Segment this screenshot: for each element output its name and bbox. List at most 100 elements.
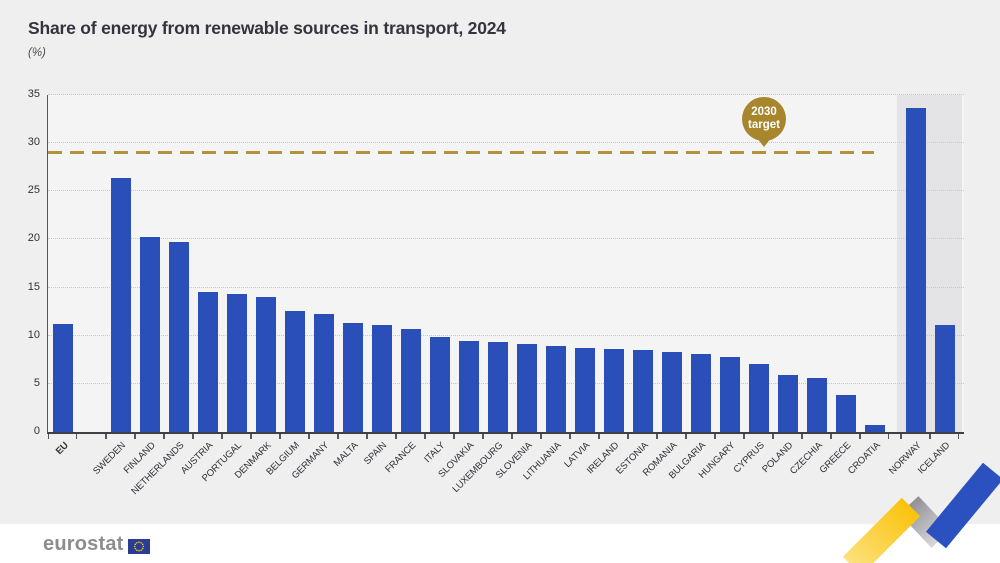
axis-tick — [900, 434, 901, 439]
axis-tick — [743, 434, 744, 439]
axis-tick — [48, 434, 49, 439]
axis-tick — [309, 434, 310, 439]
axis-tick — [859, 434, 860, 439]
axis-tick — [860, 434, 861, 439]
axis-tick — [686, 434, 687, 439]
axis-tick — [569, 434, 570, 439]
bar-hungary — [719, 356, 740, 432]
bar-slovakia — [458, 340, 479, 432]
axis-tick — [929, 434, 930, 439]
axis-tick — [250, 434, 251, 439]
target-badge: 2030 target — [742, 97, 786, 141]
bar-slot-ireland: IRELAND — [585, 95, 628, 476]
y-tick-label-30: 30 — [27, 136, 40, 149]
page-title: Share of energy from renewable sources i… — [28, 18, 506, 38]
eurostat-logo-text: eurostat — [43, 533, 124, 555]
footer-band — [0, 524, 1000, 563]
eu-flag-stars — [133, 541, 144, 552]
bar-lithuania — [545, 346, 566, 432]
axis-tick — [511, 434, 512, 439]
axis-tick — [599, 434, 600, 439]
zigzag-blue-segment — [925, 462, 1000, 549]
bar-eu — [52, 324, 73, 432]
unit-label: (%) — [28, 47, 46, 59]
target-badge-pointer-icon — [757, 138, 771, 147]
bars-row: EU SWEDEN FINLAND NETHERLANDS AUSTRIA PORTUGA… — [48, 95, 959, 497]
bar-croatia — [864, 425, 885, 432]
bar-denmark — [255, 297, 276, 432]
bar-slot-spain: SPAIN — [362, 95, 396, 467]
x-tick-label-france: FRANCE — [383, 440, 419, 475]
axis-tick — [773, 434, 774, 439]
bar-belgium — [284, 310, 305, 432]
bar-slot-iceland: ICELAND — [916, 95, 959, 476]
axis-tick — [627, 434, 628, 439]
y-tick-label-0: 0 — [33, 425, 40, 437]
axis-tick — [598, 434, 599, 439]
x-tick-label-sweden: SWEDEN — [91, 440, 129, 477]
axis-tick — [541, 434, 542, 439]
axis-tick — [482, 434, 483, 439]
axis-tick — [801, 434, 802, 439]
axis-tick — [76, 434, 77, 439]
bar-malta — [342, 323, 363, 432]
bar-slot-czechia: CZECHIA — [788, 95, 831, 477]
axis-tick — [105, 434, 106, 439]
y-tick-label-10: 10 — [27, 328, 40, 341]
axis-tick — [134, 434, 135, 439]
bar-norway — [905, 108, 926, 432]
bar-slot-eu: EU — [48, 95, 77, 457]
bar-poland — [777, 375, 798, 432]
axis-tick — [308, 434, 309, 439]
bar-slot-greece: GREECE — [818, 95, 860, 476]
bar-slot-portugal: PORTUGAL — [200, 95, 251, 484]
axis-tick — [714, 434, 715, 439]
axis-tick — [656, 434, 657, 439]
axis-tick — [657, 434, 658, 439]
axis-tick — [164, 434, 165, 439]
bar-finland — [139, 236, 160, 432]
gridline-20 — [48, 238, 964, 240]
axis-tick — [512, 434, 513, 439]
gridline-10 — [48, 334, 964, 336]
axis-tick — [958, 434, 959, 439]
bar-slot-bulgaria: BULGARIA — [667, 95, 715, 481]
target-badge-year: 2030 — [751, 106, 777, 118]
bar-iceland — [934, 325, 955, 432]
axis-tick — [192, 434, 193, 439]
axis-tick — [163, 434, 164, 439]
bar-slot-france: FRANCE — [383, 95, 425, 475]
axis-tick — [570, 434, 571, 439]
axis-tick — [424, 434, 425, 439]
bar-romania — [661, 352, 682, 432]
gridline-15 — [48, 286, 964, 288]
axis-tick — [366, 434, 367, 439]
eurostat-logo: eurostat — [43, 534, 150, 554]
axis-tick — [338, 434, 339, 439]
axis-tick — [221, 434, 222, 439]
bar-slot-hungary: HUNGARY — [697, 95, 744, 481]
gridline-25 — [48, 190, 964, 192]
bar-slot-cyprus: CYPRUS — [731, 95, 773, 475]
axis-tick — [901, 434, 902, 439]
bar-slot-malta: MALTA — [331, 95, 367, 469]
bar-italy — [429, 336, 450, 432]
axis-tick — [222, 434, 223, 439]
zigzag-yellow-segment — [842, 497, 921, 563]
axis-tick — [628, 434, 629, 439]
axis-tick — [830, 434, 831, 439]
eu-flag-icon — [127, 539, 150, 554]
bar-luxembourg — [487, 342, 508, 432]
x-tick-label-netherlands: NETHERLANDS — [129, 440, 187, 498]
bar-slot-slovenia: SLOVENIA — [493, 95, 541, 481]
axis-tick — [395, 434, 396, 439]
axis-tick — [279, 434, 280, 439]
bar-slot-romania: ROMANIA — [641, 95, 686, 479]
bar-netherlands — [168, 242, 189, 432]
axis-tick — [396, 434, 397, 439]
bar-france — [400, 328, 421, 432]
axis-tick — [280, 434, 281, 439]
bar-slot-netherlands: NETHERLANDS — [129, 95, 193, 497]
bar-ireland — [603, 349, 624, 432]
